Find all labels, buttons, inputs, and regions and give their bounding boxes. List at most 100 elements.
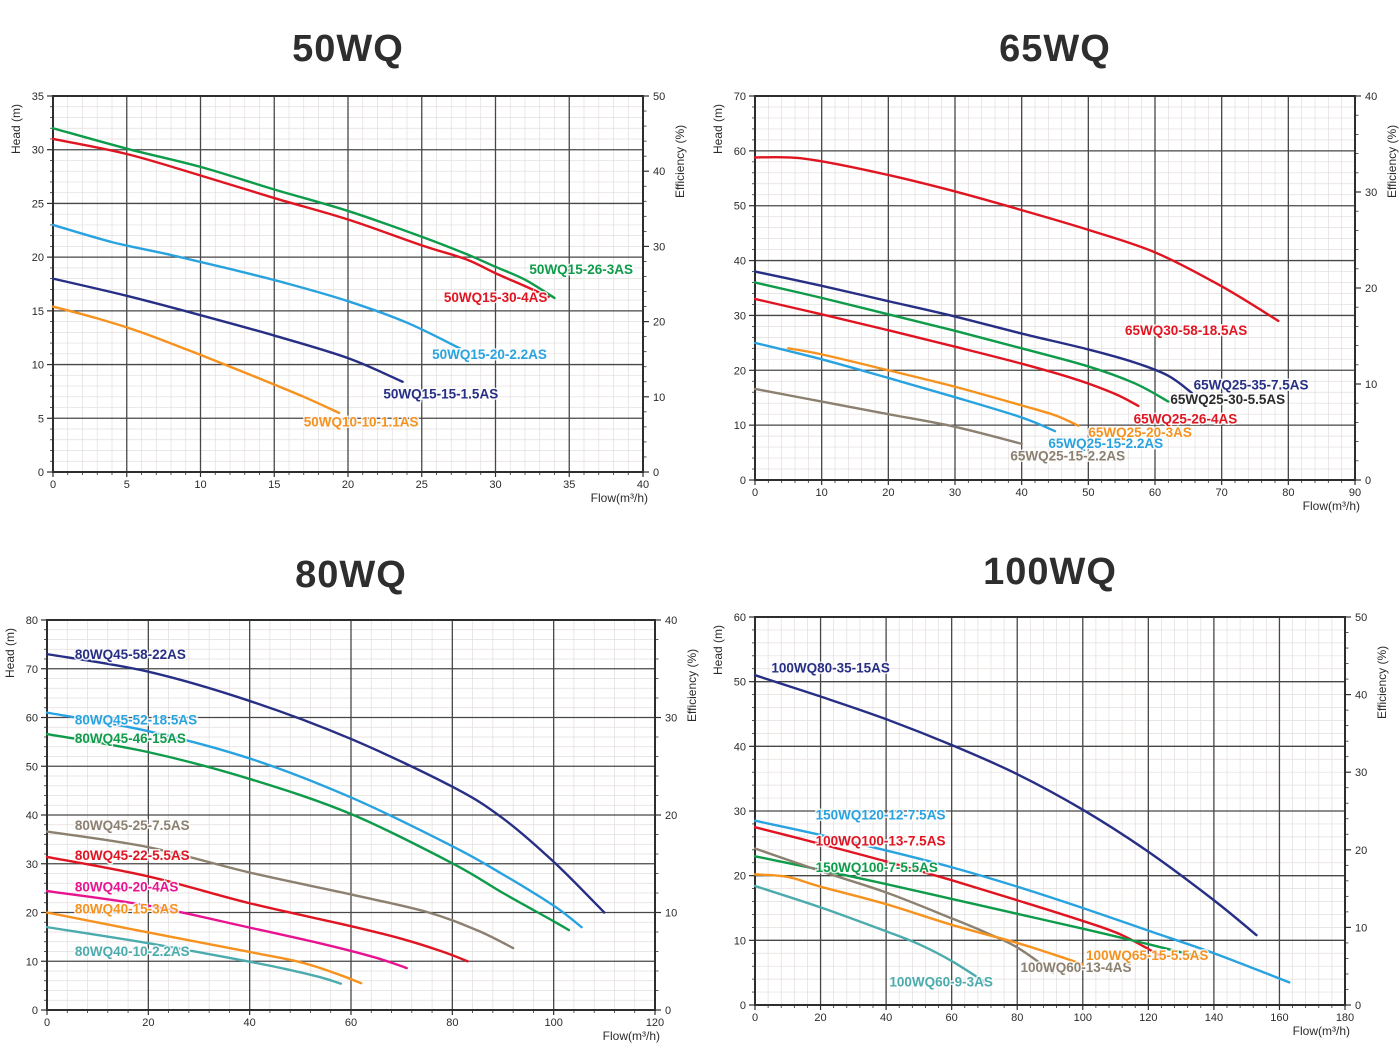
chart-title-80wq: 80WQ	[295, 554, 407, 596]
svg-text:10: 10	[816, 487, 828, 499]
y-axis-label-left: Head (m)	[711, 625, 725, 675]
major-grid	[755, 617, 1345, 1005]
svg-text:80: 80	[1282, 487, 1294, 499]
svg-text:35: 35	[563, 479, 575, 491]
series-label-80WQ45-52-18.5AS: 80WQ45-52-18.5AS	[75, 712, 197, 727]
series-curve-65WQ25-35-7.5AS	[753, 270, 1193, 394]
svg-text:20: 20	[1355, 845, 1367, 857]
y-axis-label-right: Efficiency (%)	[685, 649, 699, 722]
series-label-80WQ40-15-3AS: 80WQ40-15-3AS	[75, 902, 179, 917]
series-curve-50WQ15-20-2.2AS	[51, 223, 462, 350]
x-axis-label: Flow(m³/h)	[603, 1029, 660, 1043]
minor-grid	[53, 96, 643, 472]
series-curve-80WQ45-22-5.5AS	[45, 855, 469, 963]
svg-text:60: 60	[1149, 487, 1161, 499]
svg-text:40: 40	[244, 1017, 256, 1029]
series-label-100WQ65-15-5.5AS: 100WQ65-15-5.5AS	[1086, 948, 1208, 963]
svg-text:40: 40	[637, 479, 649, 491]
svg-text:20: 20	[665, 810, 677, 822]
series-label-100WQ100-13-7.5AS: 100WQ100-13-7.5AS	[816, 833, 946, 848]
svg-text:10: 10	[1365, 379, 1377, 391]
svg-text:40: 40	[734, 741, 746, 753]
series-label-100WQ80-35-15AS: 100WQ80-35-15AS	[771, 661, 890, 676]
svg-text:20: 20	[32, 252, 44, 264]
svg-text:30: 30	[1355, 767, 1367, 779]
series-curve-100WQ80-35-15AS	[753, 674, 1258, 937]
series-curve-100WQ60-9-3AS	[753, 884, 986, 983]
svg-text:0: 0	[752, 1012, 758, 1024]
major-grid	[755, 96, 1355, 480]
series-curve-80WQ40-10-2.2AS	[45, 925, 343, 985]
series-label-65WQ25-30-5.5AS: 65WQ25-30-5.5AS	[1170, 392, 1285, 407]
svg-text:30: 30	[653, 241, 665, 253]
svg-text:10: 10	[734, 420, 746, 432]
svg-text:20: 20	[734, 871, 746, 883]
series-label-65WQ25-26-4AS: 65WQ25-26-4AS	[1134, 412, 1238, 427]
series-curve-100WQ65-15-5.5AS	[753, 873, 1084, 966]
svg-text:0: 0	[740, 475, 746, 487]
svg-text:100: 100	[544, 1017, 562, 1029]
series-label-150WQ120-12-7.5AS: 150WQ120-12-7.5AS	[816, 808, 946, 823]
svg-text:0: 0	[50, 479, 56, 491]
chart-title-65wq: 65WQ	[999, 28, 1111, 70]
svg-text:90: 90	[1349, 487, 1361, 499]
series-label-80WQ40-10-2.2AS: 80WQ40-10-2.2AS	[75, 944, 190, 959]
y-axis-label-right: Efficiency (%)	[1385, 125, 1399, 198]
svg-text:20: 20	[142, 1017, 154, 1029]
plot-frame	[754, 95, 1356, 481]
svg-text:0: 0	[44, 1017, 50, 1029]
svg-text:10: 10	[665, 908, 677, 920]
svg-text:20: 20	[342, 479, 354, 491]
axis-tick-labels: 0 10 20 30 40 50 60 70 80 90 0 10 20 30 40 50 60 70 0 10 20 3…	[734, 91, 1378, 499]
y-axis-label-left: Head (m)	[711, 104, 725, 154]
svg-text:0: 0	[665, 1005, 671, 1017]
series-curve-150WQ100-7-5.5AS	[753, 855, 1202, 959]
series-label-50WQ15-15-1.5AS: 50WQ15-15-1.5AS	[383, 387, 498, 402]
svg-text:80: 80	[446, 1017, 458, 1029]
svg-text:50: 50	[26, 761, 38, 773]
series-label-80WQ45-22-5.5AS: 80WQ45-22-5.5AS	[75, 848, 190, 863]
series-label-50WQ10-10-1.1AS: 50WQ10-10-1.1AS	[304, 415, 419, 430]
series-curve-50WQ15-26-3AS	[51, 127, 556, 300]
svg-text:40: 40	[665, 615, 677, 627]
svg-text:50: 50	[734, 677, 746, 689]
svg-text:0: 0	[1355, 1000, 1361, 1012]
svg-text:15: 15	[268, 479, 280, 491]
plot-frame	[754, 616, 1346, 1006]
svg-text:50: 50	[1355, 612, 1367, 624]
svg-text:30: 30	[734, 806, 746, 818]
svg-text:20: 20	[653, 317, 665, 329]
svg-text:10: 10	[653, 392, 665, 404]
y-axis-label-right: Efficiency (%)	[1375, 646, 1389, 719]
svg-text:10: 10	[32, 360, 44, 372]
chart-title-50wq: 50WQ	[292, 28, 404, 70]
svg-text:120: 120	[646, 1017, 664, 1029]
svg-text:30: 30	[26, 859, 38, 871]
series-curve-65WQ25-15-2.2AS	[753, 341, 1057, 433]
svg-text:20: 20	[1365, 283, 1377, 295]
y-axis-label-left: Head (m)	[3, 628, 17, 678]
svg-text:80: 80	[1011, 1012, 1023, 1024]
svg-text:40: 40	[26, 810, 38, 822]
svg-text:25: 25	[32, 198, 44, 210]
svg-text:0: 0	[752, 487, 758, 499]
svg-text:30: 30	[489, 479, 501, 491]
svg-text:0: 0	[653, 467, 659, 479]
series-label-65WQ25-15-2.2AS: 65WQ25-15-2.2AS	[1010, 448, 1125, 463]
svg-text:20: 20	[882, 487, 894, 499]
svg-text:5: 5	[124, 479, 130, 491]
series-label-50WQ15-26-3AS: 50WQ15-26-3AS	[529, 262, 633, 277]
series-curve-100WQ60-13-4AS	[753, 847, 1055, 974]
svg-text:60: 60	[345, 1017, 357, 1029]
series-curve-65WQ25-20-3AS	[787, 347, 1080, 427]
chart-50wq-canvas: 0 5 10 15 20 25 30 35 40 0 5 10 15 20 25 30 35 0 10 20 30 40 5…	[9, 91, 687, 505]
svg-text:25: 25	[416, 479, 428, 491]
series-label-80WQ45-46-15AS: 80WQ45-46-15AS	[75, 731, 186, 746]
svg-text:40: 40	[734, 256, 746, 268]
svg-text:30: 30	[734, 310, 746, 322]
svg-text:0: 0	[740, 1000, 746, 1012]
series-curve-80WQ40-20-4AS	[45, 889, 408, 970]
series-curve-50WQ10-10-1.1AS	[51, 305, 341, 415]
svg-text:0: 0	[38, 467, 44, 479]
svg-text:140: 140	[1205, 1012, 1223, 1024]
